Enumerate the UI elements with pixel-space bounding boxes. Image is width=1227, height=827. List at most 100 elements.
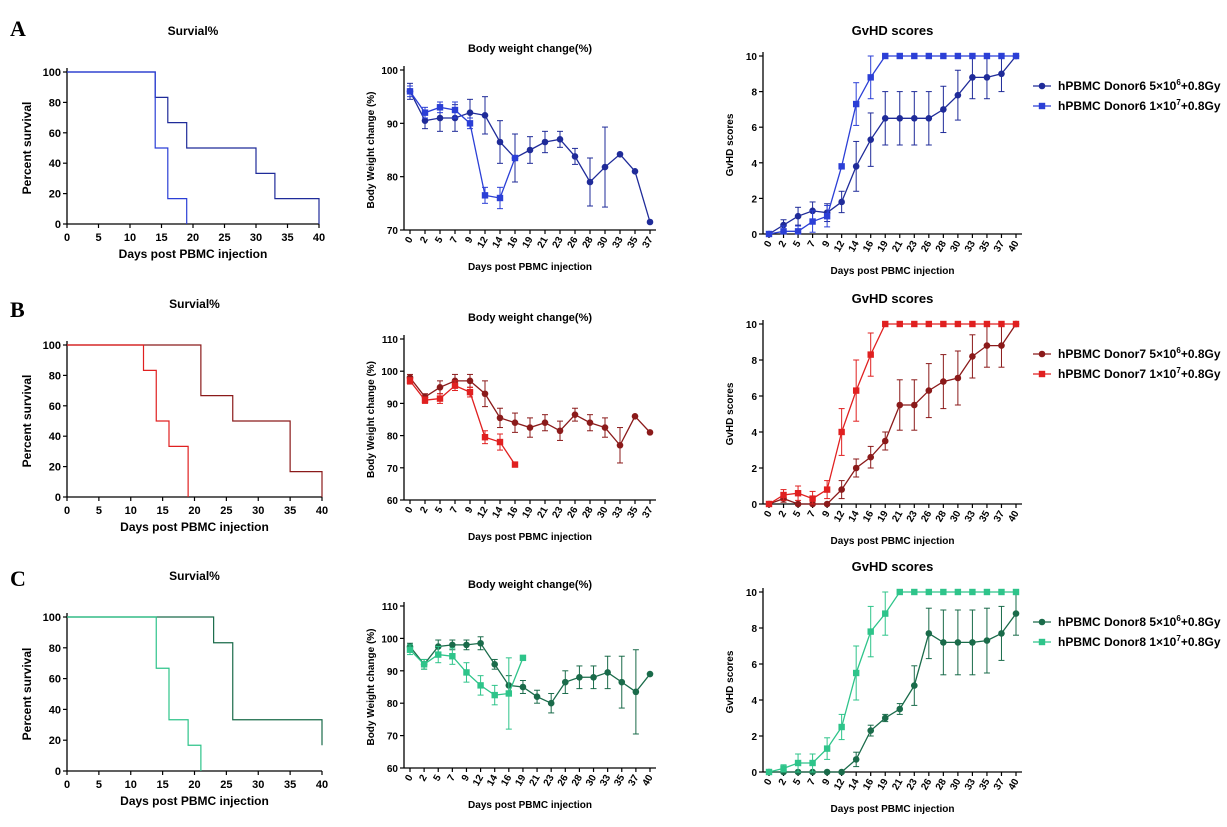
x-tick-label: 19 — [521, 505, 536, 521]
chart-A-survival: Survial% 0 20 40 60 80 100 0 5 10 15 20 25 30 35 40 Days… — [20, 24, 325, 261]
data-point-circle — [925, 115, 933, 122]
y-tick-label: 80 — [49, 643, 61, 655]
data-point-square — [435, 651, 442, 658]
x-tick-label: 35 — [284, 505, 296, 517]
x-axis-label: Days post PBMC injection — [120, 794, 269, 808]
y-tick-label: 10 — [746, 52, 758, 63]
chart-title: GvHD scores — [852, 559, 934, 574]
data-point-square — [809, 218, 816, 225]
data-point-circle — [852, 464, 860, 472]
series-low-dose — [406, 373, 654, 464]
data-point-square — [969, 320, 976, 328]
data-point-square — [983, 588, 991, 596]
y-axis-label: Percent survival — [20, 102, 34, 195]
data-point-circle — [541, 138, 549, 146]
data-point-square — [466, 388, 474, 396]
data-point-square — [519, 654, 527, 662]
y-tick-label: 70 — [387, 732, 399, 743]
data-point-circle — [586, 178, 594, 186]
data-point-circle — [852, 163, 860, 170]
series-high-dose — [406, 644, 527, 730]
x-tick-label: 2 — [777, 777, 790, 788]
x-axis-label: Days post PBMC injection — [831, 536, 955, 547]
x-tick-label: 30 — [596, 235, 611, 251]
series-low-dose — [406, 636, 654, 735]
x-tick-label: 7 — [806, 777, 819, 788]
data-point-square — [451, 382, 459, 389]
x-tick-label: 12 — [832, 777, 847, 793]
data-point-square — [823, 486, 831, 493]
x-tick-label: 21 — [528, 773, 543, 789]
data-point-square — [896, 52, 903, 60]
x-tick-label: 20 — [188, 505, 200, 517]
data-point-circle — [925, 630, 933, 637]
data-point-square — [463, 669, 470, 676]
x-tick-label: 40 — [641, 773, 656, 789]
data-point-circle — [466, 377, 474, 385]
x-tick-label: 37 — [641, 235, 656, 251]
x-tick-label: 0 — [64, 232, 70, 244]
data-point-circle — [586, 419, 594, 427]
x-tick-label: 30 — [948, 777, 963, 793]
y-tick-label: 70 — [387, 464, 399, 475]
x-tick-label: 20 — [187, 232, 199, 244]
panel-letter-c: C — [10, 566, 26, 591]
x-tick-label: 33 — [963, 239, 978, 255]
data-point-circle — [881, 714, 889, 722]
x-tick-label: 25 — [220, 779, 232, 791]
data-point-circle — [632, 688, 640, 696]
y-tick-label: 6 — [751, 392, 757, 403]
x-tick-label: 5 — [96, 505, 102, 517]
data-point-square — [925, 588, 933, 596]
data-point-circle — [881, 437, 889, 445]
x-tick-label: 26 — [566, 235, 581, 251]
x-tick-label: 30 — [596, 505, 611, 521]
x-tick-label: 35 — [612, 773, 627, 789]
x-tick-label: 12 — [832, 239, 847, 255]
legend-label: hPBMC Donor6 5×106+0.8Gy — [1058, 78, 1221, 93]
survival-step-line — [67, 71, 188, 224]
data-point-square — [838, 428, 845, 436]
data-point-circle — [631, 412, 639, 420]
x-tick-label: 40 — [1007, 777, 1022, 793]
legend: hPBMC Donor7 5×106+0.8Gy hPBMC Donor7 1×1… — [1033, 346, 1221, 381]
x-tick-label: 40 — [316, 505, 328, 517]
x-tick-label: 15 — [155, 232, 167, 244]
data-point-square — [838, 163, 845, 170]
x-axis-label: Days post PBMC injection — [468, 532, 592, 543]
data-point-square — [882, 320, 889, 328]
data-point-square — [1012, 320, 1020, 328]
x-tick-label: 0 — [762, 509, 775, 520]
x-tick-label: 23 — [905, 777, 920, 793]
data-point-circle — [646, 218, 654, 226]
data-point-circle — [954, 639, 962, 646]
data-point-square — [421, 109, 429, 116]
y-tick-label: 2 — [751, 464, 757, 475]
x-tick-label: 25 — [218, 232, 230, 244]
chart-title: Survial% — [168, 24, 219, 38]
x-tick-label: 37 — [992, 777, 1007, 793]
data-point-square — [911, 320, 918, 328]
y-axis-label: GvHD scores — [725, 113, 736, 176]
x-tick-label: 19 — [521, 235, 536, 251]
x-tick-label: 9 — [460, 773, 473, 784]
y-tick-label: 60 — [387, 764, 399, 775]
data-point-square — [852, 669, 860, 677]
legend: hPBMC Donor6 5×106+0.8Gy hPBMC Donor6 1×1… — [1033, 78, 1221, 113]
x-tick-label: 0 — [403, 505, 416, 516]
y-tick-label: 8 — [751, 356, 757, 367]
data-point-square — [823, 213, 831, 220]
x-tick-label: 5 — [95, 232, 101, 244]
x-tick-label: 10 — [125, 779, 137, 791]
x-tick-label: 28 — [934, 239, 949, 255]
series-low-dose — [765, 320, 1020, 508]
chart-title: Survial% — [169, 569, 220, 583]
y-tick-label: 2 — [751, 194, 757, 205]
series-line — [409, 642, 651, 705]
x-axis-label: Days post PBMC injection — [831, 804, 955, 815]
data-point-square — [477, 682, 484, 689]
data-point-circle — [601, 163, 609, 171]
y-axis-label: Body Weight change (%) — [366, 91, 377, 208]
data-point-circle — [969, 353, 976, 360]
x-tick-label: 35 — [284, 779, 296, 791]
